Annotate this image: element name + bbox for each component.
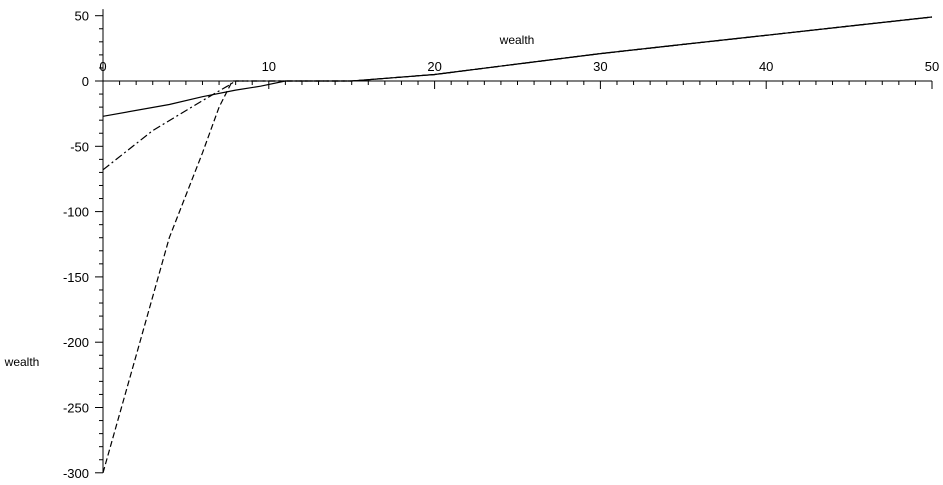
x-tick-label: 30 xyxy=(593,59,607,74)
tick-labels: 0 10 20 30 40 50 50 0 -50 -100 -150 -200 -250 -300 xyxy=(63,9,939,481)
x-tick-label: 40 xyxy=(759,59,773,74)
y-tick-label: 0 xyxy=(82,74,89,89)
y-tick-label: -100 xyxy=(63,205,89,220)
x-axis-label: wealth xyxy=(499,33,535,47)
y-tick-label: -300 xyxy=(63,466,89,481)
series-line-3 xyxy=(102,16,933,473)
x-tick-label: 20 xyxy=(427,59,441,74)
series-layer xyxy=(102,16,933,473)
y-tick-label: -50 xyxy=(70,139,89,154)
series-line-1 xyxy=(102,16,933,117)
minor-ticks xyxy=(99,28,916,461)
x-tick-label: 0 xyxy=(99,59,106,74)
y-tick-label: 50 xyxy=(75,9,89,24)
y-tick-label: -250 xyxy=(63,401,89,416)
x-tick-label: 10 xyxy=(262,59,276,74)
y-tick-label: -200 xyxy=(63,335,89,350)
major-ticks xyxy=(95,15,933,474)
y-tick-label: -150 xyxy=(63,270,89,285)
y-axis-label: wealth xyxy=(4,355,40,369)
x-tick-label: 50 xyxy=(925,59,939,74)
